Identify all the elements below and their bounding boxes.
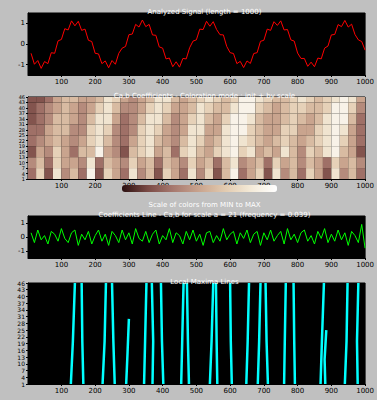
svg-text:19: 19 (17, 340, 25, 347)
svg-text:700: 700 (257, 387, 270, 395)
svg-text:4: 4 (21, 374, 25, 381)
svg-text:Coefficients Line - Ca,b for s: Coefficients Line - Ca,b for scale a = 2… (99, 211, 311, 219)
svg-text:200: 200 (88, 261, 101, 269)
svg-text:100: 100 (55, 261, 68, 269)
svg-text:1: 1 (22, 176, 25, 182)
svg-text:13: 13 (19, 154, 25, 160)
svg-text:16: 16 (17, 347, 25, 354)
svg-text:100: 100 (55, 182, 68, 190)
svg-text:400: 400 (156, 261, 169, 269)
svg-text:300: 300 (122, 261, 135, 269)
svg-text:400: 400 (156, 78, 169, 86)
svg-text:Scale of colors from MIN to MA: Scale of colors from MIN to MAX (148, 201, 260, 209)
svg-text:43: 43 (19, 99, 25, 105)
svg-text:28: 28 (17, 320, 25, 327)
svg-text:34: 34 (17, 306, 25, 313)
svg-text:1: 1 (21, 19, 25, 27)
svg-text:10: 10 (19, 160, 25, 166)
svg-text:400: 400 (156, 387, 169, 395)
svg-text:900: 900 (325, 182, 338, 190)
svg-text:46: 46 (19, 94, 25, 100)
svg-text:800: 800 (291, 78, 304, 86)
svg-text:600: 600 (223, 261, 236, 269)
svg-text:31: 31 (17, 313, 25, 320)
svg-text:200: 200 (88, 182, 101, 190)
svg-text:16: 16 (19, 149, 25, 155)
svg-text:1000: 1000 (356, 387, 374, 395)
svg-text:22: 22 (19, 138, 25, 144)
svg-text:40: 40 (19, 105, 25, 111)
svg-text:46: 46 (17, 280, 25, 287)
svg-text:100: 100 (55, 78, 68, 86)
svg-text:37: 37 (19, 110, 25, 116)
svg-text:800: 800 (291, 182, 304, 190)
svg-text:40: 40 (17, 293, 25, 300)
svg-text:900: 900 (325, 261, 338, 269)
svg-text:900: 900 (325, 78, 338, 86)
svg-text:-1: -1 (18, 61, 25, 69)
svg-text:22: 22 (17, 333, 25, 340)
svg-text:500: 500 (190, 387, 203, 395)
svg-text:100: 100 (55, 387, 68, 395)
svg-text:7: 7 (21, 367, 25, 374)
svg-text:1: 1 (21, 219, 25, 227)
svg-text:800: 800 (291, 261, 304, 269)
svg-text:4: 4 (22, 171, 25, 177)
svg-text:1: 1 (21, 381, 25, 388)
svg-text:300: 300 (122, 78, 135, 86)
svg-text:28: 28 (19, 127, 25, 133)
svg-text:43: 43 (17, 286, 25, 293)
svg-text:1000: 1000 (356, 78, 374, 86)
svg-text:13: 13 (17, 354, 25, 361)
svg-text:600: 600 (223, 78, 236, 86)
svg-text:7: 7 (22, 165, 25, 171)
svg-text:900: 900 (325, 387, 338, 395)
svg-text:0: 0 (21, 233, 25, 241)
svg-text:Ca,b Coefficients - Coloration: Ca,b Coefficients - Coloration mode : in… (114, 92, 295, 100)
svg-text:10: 10 (17, 360, 25, 367)
svg-text:Analyzed Signal (length = 1000: Analyzed Signal (length = 1000) (148, 8, 262, 16)
svg-text:-1: -1 (18, 247, 25, 255)
svg-text:25: 25 (19, 132, 25, 138)
svg-text:300: 300 (122, 387, 135, 395)
svg-text:37: 37 (17, 300, 25, 307)
svg-text:700: 700 (257, 261, 270, 269)
svg-text:25: 25 (17, 327, 25, 334)
svg-text:600: 600 (223, 387, 236, 395)
svg-text:700: 700 (257, 78, 270, 86)
svg-text:200: 200 (88, 78, 101, 86)
svg-text:1000: 1000 (356, 182, 374, 190)
svg-text:500: 500 (190, 261, 203, 269)
svg-text:800: 800 (291, 387, 304, 395)
svg-text:19: 19 (19, 143, 25, 149)
svg-text:500: 500 (190, 78, 203, 86)
svg-text:34: 34 (19, 116, 25, 122)
svg-text:31: 31 (19, 121, 25, 127)
svg-text:0: 0 (21, 40, 25, 48)
svg-text:Local Maxima Lines: Local Maxima Lines (170, 278, 239, 286)
svg-text:200: 200 (88, 387, 101, 395)
svg-text:1000: 1000 (356, 261, 374, 269)
